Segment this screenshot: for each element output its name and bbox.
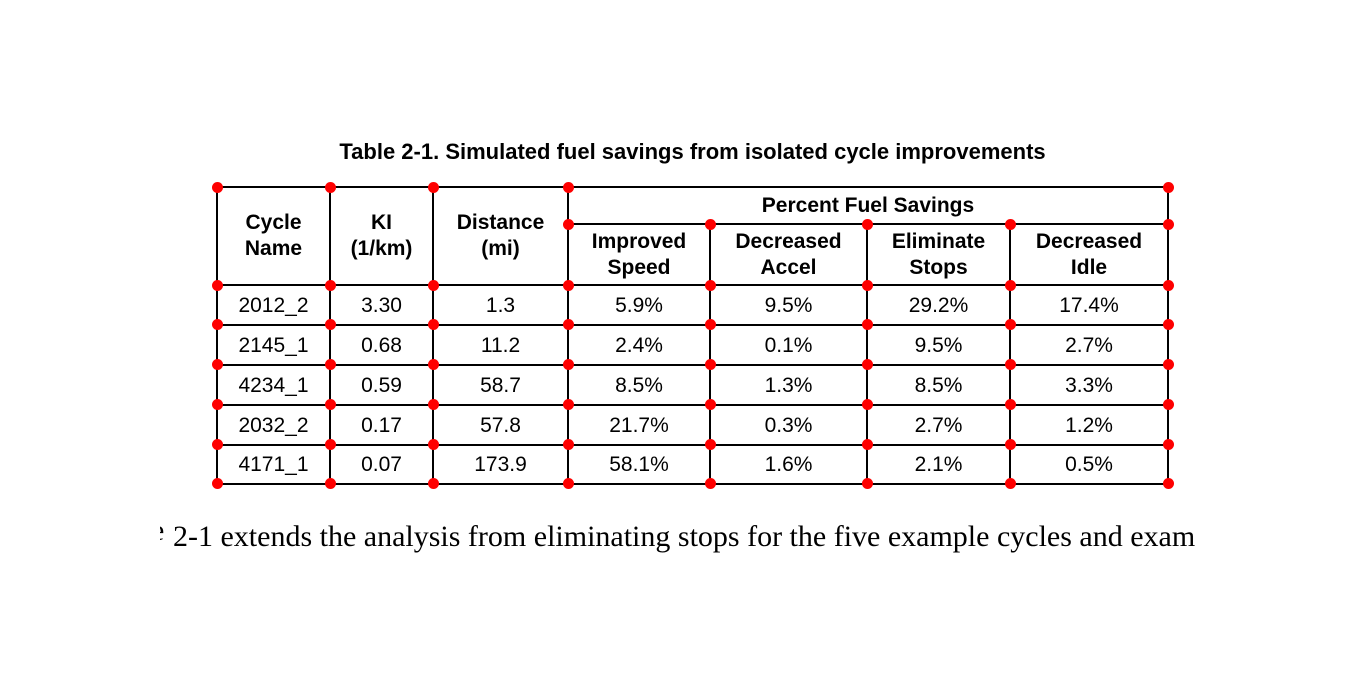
cell-distance: 173.9 — [432, 444, 569, 485]
cell-ki: 0.17 — [329, 404, 434, 446]
cell-distance: 58.7 — [432, 364, 569, 406]
clipped-character-fragment: e — [160, 516, 167, 546]
cell-decreased-idle: 0.5% — [1009, 444, 1169, 485]
body-text-line: e2-1 extends the analysis from eliminati… — [160, 516, 1195, 552]
cell-improved-speed: 2.4% — [567, 324, 711, 366]
cell-improved-speed: 21.7% — [567, 404, 711, 446]
table-row: 4234_1 0.59 58.7 8.5% 1.3% 8.5% 3.3% — [216, 364, 1169, 406]
cell-ki: 0.07 — [329, 444, 434, 485]
column-header-cycle-name: Cycle Name — [216, 186, 331, 286]
header-row-sub: Improved Speed Decreased Accel Eliminate… — [217, 223, 1169, 286]
cell-decreased-idle: 1.2% — [1009, 404, 1169, 446]
cell-distance: 57.8 — [432, 404, 569, 446]
table-row: 4171_1 0.07 173.9 58.1% 1.6% 2.1% 0.5% — [216, 444, 1169, 485]
cell-cycle-name: 2032_2 — [216, 404, 331, 446]
body-text: 2-1 extends the analysis from eliminatin… — [173, 520, 1196, 553]
cell-cycle-name: 2145_1 — [216, 324, 331, 366]
cell-cycle-name: 4171_1 — [216, 444, 331, 485]
cell-ki: 0.68 — [329, 324, 434, 366]
cell-decreased-accel: 1.3% — [709, 364, 868, 406]
cell-eliminate-stops: 9.5% — [866, 324, 1011, 366]
cell-decreased-idle: 3.3% — [1009, 364, 1169, 406]
cell-ki: 0.59 — [329, 364, 434, 406]
cell-eliminate-stops: 2.7% — [866, 404, 1011, 446]
cell-ki: 3.30 — [329, 284, 434, 326]
column-header-ki: KI (1/km) — [329, 186, 434, 286]
sub-header-decreased-idle: Decreased Idle — [1009, 223, 1169, 286]
cell-improved-speed: 5.9% — [567, 284, 711, 326]
sub-header-improved-speed: Improved Speed — [567, 223, 711, 286]
table-caption: Table 2-1. Simulated fuel savings from i… — [339, 139, 1046, 164]
cell-distance: 11.2 — [432, 324, 569, 366]
cell-decreased-idle: 17.4% — [1009, 284, 1169, 326]
cell-improved-speed: 58.1% — [567, 444, 711, 485]
cell-decreased-accel: 9.5% — [709, 284, 868, 326]
header-row-group: Cycle Name KI (1/km) Distance (mi) Perce… — [216, 186, 1169, 286]
table-row: 2012_2 3.30 1.3 5.9% 9.5% 29.2% 17.4% — [216, 284, 1169, 326]
table-row: 2145_1 0.68 11.2 2.4% 0.1% 9.5% 2.7% — [216, 324, 1169, 366]
cell-eliminate-stops: 8.5% — [866, 364, 1011, 406]
cell-cycle-name: 2012_2 — [216, 284, 331, 326]
cell-eliminate-stops: 29.2% — [866, 284, 1011, 326]
group-header-percent-fuel-savings: Percent Fuel Savings — [567, 186, 1169, 225]
sub-header-eliminate-stops: Eliminate Stops — [866, 223, 1011, 286]
cell-decreased-accel: 1.6% — [709, 444, 868, 485]
fuel-savings-table: Cycle Name KI (1/km) Distance (mi) Perce… — [216, 186, 1169, 485]
sub-header-decreased-accel: Decreased Accel — [709, 223, 868, 286]
cell-eliminate-stops: 2.1% — [866, 444, 1011, 485]
cell-decreased-accel: 0.3% — [709, 404, 868, 446]
cell-decreased-idle: 2.7% — [1009, 324, 1169, 366]
cell-decreased-accel: 0.1% — [709, 324, 868, 366]
cell-cycle-name: 4234_1 — [216, 364, 331, 406]
column-header-distance: Distance (mi) — [432, 186, 569, 286]
table-row: 2032_2 0.17 57.8 21.7% 0.3% 2.7% 1.2% — [216, 404, 1169, 446]
cell-improved-speed: 8.5% — [567, 364, 711, 406]
cell-distance: 1.3 — [432, 284, 569, 326]
